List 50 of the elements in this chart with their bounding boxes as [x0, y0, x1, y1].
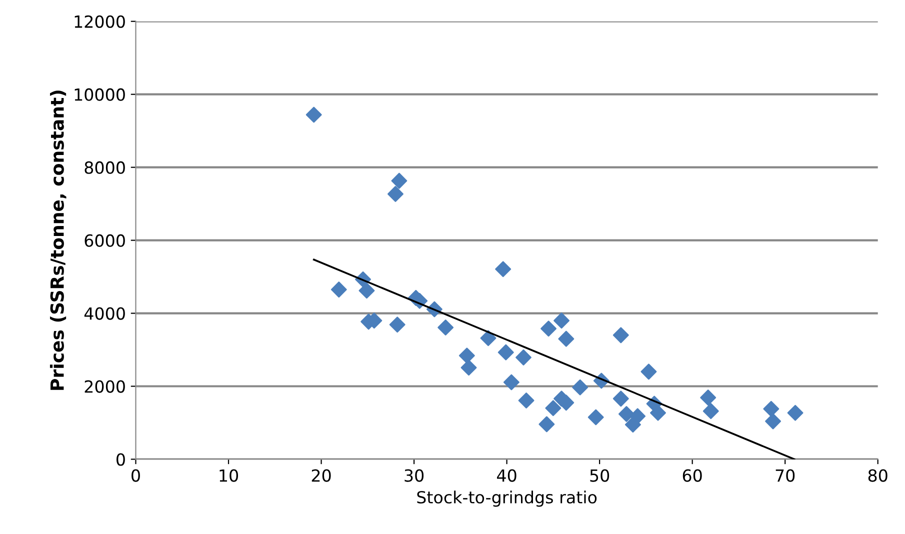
point — [495, 261, 512, 278]
point — [763, 400, 780, 417]
point — [588, 409, 604, 426]
point — [458, 348, 475, 364]
x-tick-label: 60 — [682, 469, 702, 482]
y-tick-label: 8000 — [84, 161, 125, 174]
y-tick-label: 0 — [116, 453, 125, 466]
point — [765, 413, 782, 430]
x-tick-label: 0 — [132, 469, 140, 482]
point — [306, 106, 322, 123]
point — [630, 408, 646, 424]
point — [460, 360, 477, 376]
point — [391, 172, 408, 189]
point — [330, 282, 347, 298]
point — [612, 327, 629, 344]
x-tick-label: 40 — [497, 469, 516, 482]
point — [516, 349, 532, 366]
point — [388, 186, 404, 202]
point — [554, 312, 570, 329]
x-tick-label: 70 — [776, 469, 795, 482]
x-tick-label: 10 — [220, 469, 238, 482]
point — [787, 404, 804, 421]
point — [438, 320, 454, 336]
point — [518, 392, 534, 408]
x-axis-title: Stock-to-grindgs ratio — [417, 490, 597, 507]
point — [558, 330, 574, 347]
point — [389, 316, 406, 333]
point — [700, 390, 716, 406]
point — [540, 320, 557, 337]
y-axis-title: Prices (SSRs/tonne, constant) — [50, 90, 66, 390]
x-tick-label: 50 — [590, 469, 610, 482]
y-tick-label: 12000 — [74, 15, 125, 28]
point — [618, 406, 634, 422]
x-tick-label: 80 — [868, 469, 888, 482]
point — [480, 330, 496, 346]
point — [545, 400, 562, 416]
point — [640, 364, 657, 380]
x-tick-label: 20 — [312, 469, 331, 482]
point — [498, 344, 514, 360]
point — [702, 403, 719, 420]
y-tick-label: 10000 — [74, 88, 125, 101]
x-tick-label: 30 — [404, 469, 424, 482]
point — [358, 282, 375, 299]
y-tick-label: 2000 — [84, 380, 125, 393]
point — [612, 390, 629, 407]
point — [503, 374, 520, 390]
y-tick-label: 6000 — [84, 234, 125, 247]
y-tick-label: 4000 — [84, 307, 125, 320]
point — [572, 379, 588, 396]
point — [538, 416, 555, 432]
